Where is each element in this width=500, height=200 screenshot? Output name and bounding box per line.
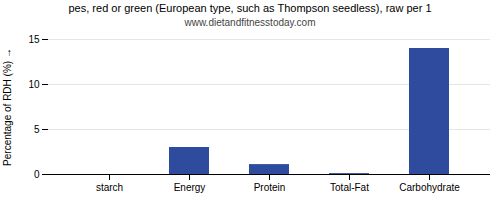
svg-text:Percentage of RDH (%) →: Percentage of RDH (%) → <box>2 48 13 166</box>
svg-text:10: 10 <box>28 79 40 90</box>
svg-text:0: 0 <box>34 169 40 180</box>
svg-text:15: 15 <box>28 34 40 45</box>
html-text:pes, red or green (European ty: pes, red or green (European type, such a… <box>68 2 432 14</box>
svg-text:starch: starch <box>96 182 123 193</box>
svg-text:Energy: Energy <box>174 182 206 193</box>
svg-text:5: 5 <box>34 124 40 135</box>
svg-text:Total-Fat: Total-Fat <box>330 182 369 193</box>
html-text:www.dietandfitnesstoday.com: www.dietandfitnesstoday.com <box>184 17 316 28</box>
svg-text:Carbohydrate: Carbohydrate <box>399 182 460 193</box>
svg-text:Protein: Protein <box>254 182 286 193</box>
